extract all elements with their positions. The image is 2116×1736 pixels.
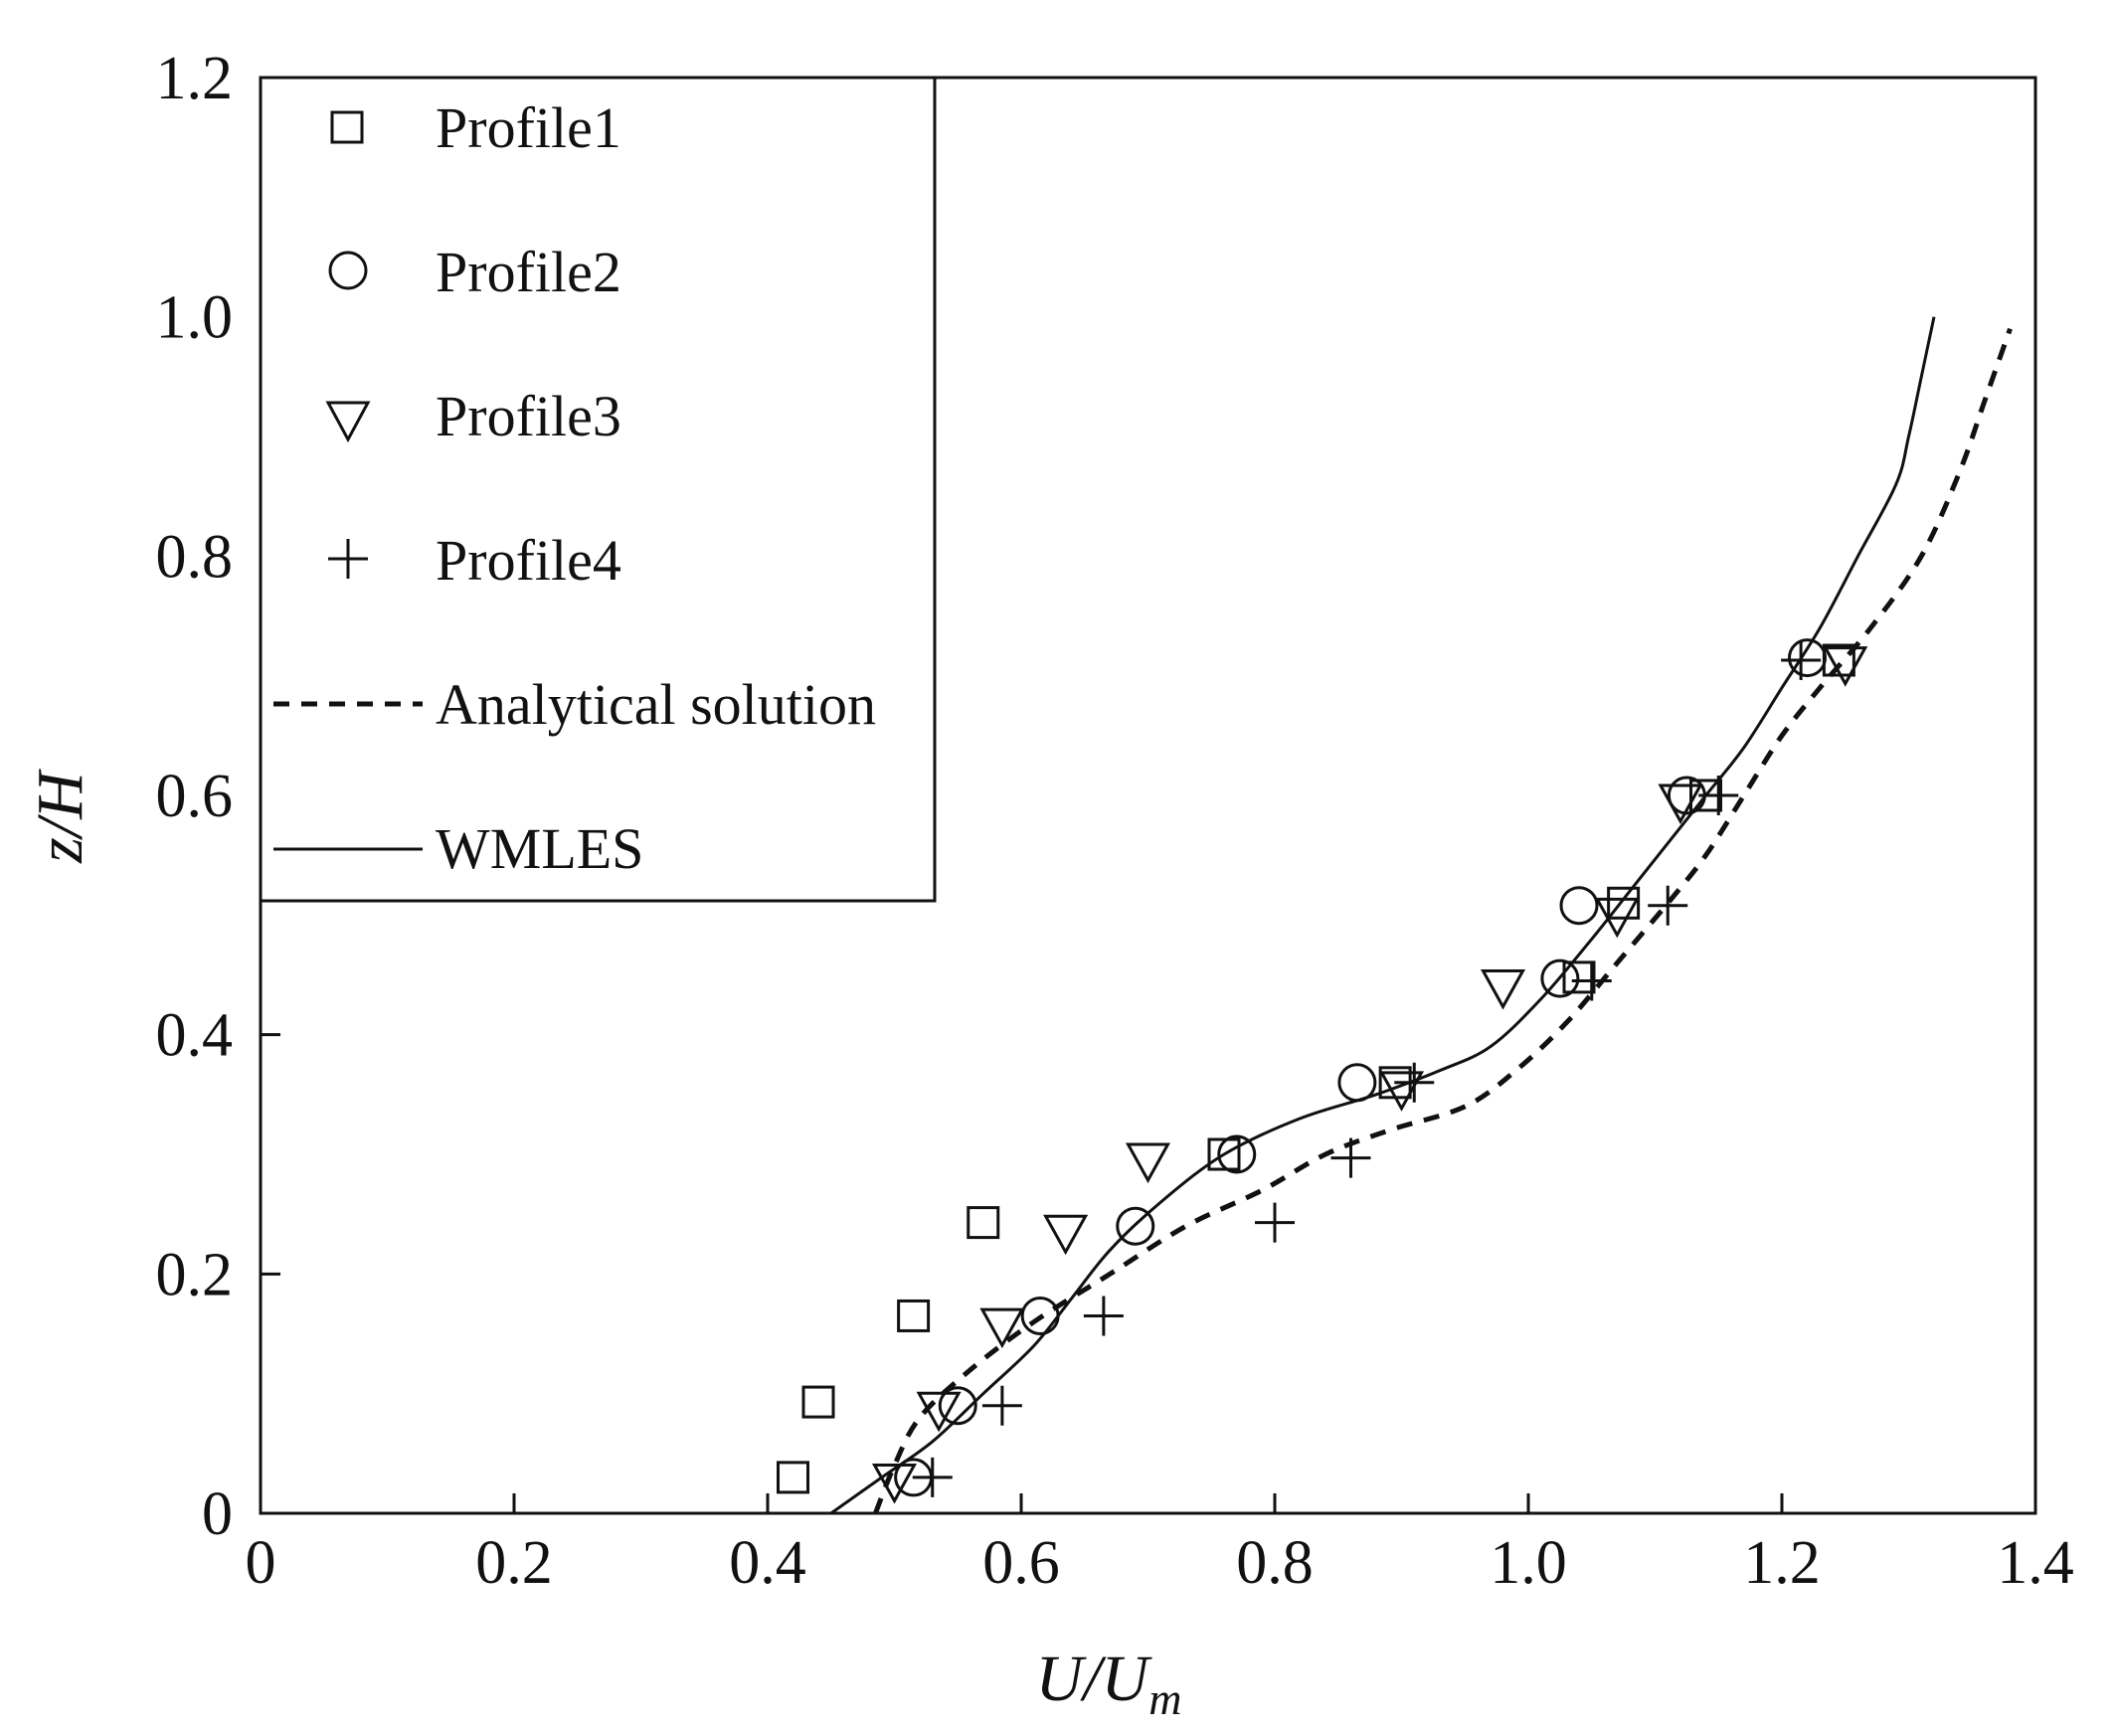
profile4-point: [912, 1457, 953, 1497]
square-marker-icon: [330, 110, 364, 144]
profile1-point: [967, 1206, 1000, 1240]
profile4-point: [1083, 1296, 1124, 1336]
y-tick-label: 1.2: [156, 45, 234, 112]
triangle-down-marker-icon: [325, 401, 371, 443]
profile2-point: [938, 1386, 977, 1426]
profile2-point: [1116, 1206, 1155, 1246]
x-tick-label: 0.4: [729, 1529, 806, 1597]
profile4-point: [1648, 885, 1688, 926]
legend-item-profile1: Profile1: [330, 95, 621, 160]
y-tick-label: 0.6: [156, 763, 234, 830]
profile3-point: [1480, 969, 1526, 1010]
x-tick-label: 0.2: [475, 1529, 553, 1597]
legend-item-wmles: WMLES: [273, 816, 643, 881]
y-tick-label: 1.0: [156, 284, 234, 352]
profile2-point: [1788, 638, 1827, 678]
profile1-point: [1607, 886, 1641, 920]
profile1-point: [1562, 960, 1596, 994]
x-axis-title: U/Um: [1036, 1643, 1182, 1724]
legend-label: Profile2: [436, 240, 621, 304]
legend-item-profile2: Profile2: [328, 240, 621, 304]
legend-label: Profile1: [436, 95, 621, 160]
wmles-line: [829, 316, 1936, 1513]
x-tick-label: 1.4: [1997, 1529, 2074, 1597]
legend-label: Profile4: [436, 528, 621, 593]
profile4-point: [1255, 1202, 1295, 1243]
legend-item-profile3: Profile3: [325, 384, 621, 448]
x-tick-label: 1.2: [1743, 1529, 1821, 1597]
y-tick-label: 0.8: [156, 523, 234, 591]
profile4-point: [981, 1385, 1022, 1426]
profile2-point: [1540, 958, 1580, 998]
profile4-point: [1571, 960, 1612, 1001]
profile3-point: [1043, 1214, 1089, 1256]
x-tick-label: 0.8: [1236, 1529, 1314, 1597]
legend-item-profile4: Profile4: [328, 528, 621, 593]
y-tick-label: 0.4: [156, 1002, 234, 1070]
profile3-point: [1125, 1142, 1171, 1184]
legend: Profile1 Profile2 Profile3 Profile4 Anal…: [259, 76, 937, 903]
x-tick-label: 0: [246, 1529, 276, 1597]
legend-label: WMLES: [436, 816, 643, 881]
profile1-point: [1207, 1137, 1241, 1171]
profile1-point: [777, 1461, 809, 1494]
profile3-point: [1594, 897, 1640, 939]
legend-label: Profile3: [436, 384, 621, 448]
profile2-point: [1559, 886, 1599, 926]
x-tick-label: 1.0: [1490, 1529, 1567, 1597]
legend-box: [259, 76, 937, 903]
profile1-point: [801, 1385, 835, 1419]
profile3-point: [979, 1307, 1025, 1349]
legend-item-analytical: Analytical solution: [273, 672, 876, 737]
profile4-point: [1394, 1062, 1435, 1103]
profile3-point: [916, 1391, 962, 1433]
profile3-point: [1658, 783, 1703, 825]
profile3-point: [1823, 646, 1868, 687]
profile2-point: [1217, 1134, 1257, 1174]
analytical-solution-line: [873, 327, 2013, 1513]
plus-marker-icon: [328, 539, 368, 579]
x-tick-label: 0.6: [982, 1529, 1060, 1597]
y-axis-title: z/H: [24, 769, 96, 864]
profile1-point: [897, 1299, 931, 1332]
plot-area: 0 0.2 0.4 0.6 0.8 1.0 1.2 1.4 0 0.2 0.4 0.6 0.8 1.0 1.…: [156, 45, 2074, 1597]
y-tick-label: 0.2: [156, 1241, 234, 1308]
y-tick-label: 0: [202, 1480, 233, 1548]
plot-series-group: [777, 316, 2013, 1513]
circle-marker-icon: [328, 251, 368, 290]
legend-label: Analytical solution: [436, 672, 876, 737]
